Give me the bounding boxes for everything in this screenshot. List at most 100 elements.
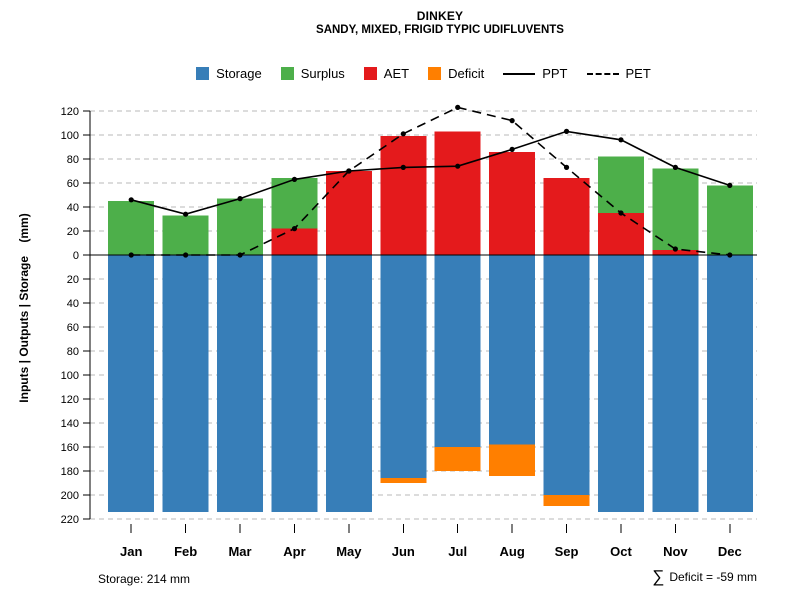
y-tick-label: 20 xyxy=(67,274,79,286)
y-tick-label: 60 xyxy=(67,178,79,190)
ppt-point xyxy=(727,182,733,188)
deficit-sum-text: Deficit = -59 mm xyxy=(669,569,757,584)
y-tick-label: 220 xyxy=(61,514,79,526)
pet-point xyxy=(672,246,678,252)
pet-point xyxy=(128,252,134,258)
ppt-point xyxy=(672,164,678,170)
legend-item-storage: Storage xyxy=(196,66,262,81)
x-tick-label: Apr xyxy=(283,544,305,559)
storage-note: Storage: 214 mm xyxy=(98,572,191,586)
x-tick-label: Oct xyxy=(610,544,632,559)
x-tick-label: Jan xyxy=(120,544,142,559)
x-tick-label: Aug xyxy=(499,544,524,559)
bar-deficit xyxy=(489,444,536,476)
bar-aet xyxy=(543,178,590,255)
bar-surplus xyxy=(597,156,644,213)
ppt-point xyxy=(618,137,624,143)
bar-aet xyxy=(380,136,427,255)
legend-item-ppt: PPT xyxy=(503,66,568,81)
bar-surplus xyxy=(162,215,209,255)
bar-aet xyxy=(325,171,372,255)
ppt-point xyxy=(183,211,189,217)
x-tick-label: Feb xyxy=(174,544,197,559)
bar-storage xyxy=(706,255,753,512)
bar-storage xyxy=(489,255,536,445)
y-tick-label: 140 xyxy=(61,418,79,430)
ppt-point xyxy=(237,196,243,202)
bar-storage xyxy=(380,255,427,479)
legend-label-pet: PET xyxy=(625,66,651,81)
bar-deficit xyxy=(380,478,427,483)
y-tick-label: 20 xyxy=(67,226,79,238)
bar-storage xyxy=(325,255,372,512)
bar-surplus xyxy=(706,185,753,255)
y-axis-title: Inputs | Outputs | Storage (mm) xyxy=(17,213,31,403)
legend-label-ppt: PPT xyxy=(542,66,568,81)
deficit-sum-note: ∑ Deficit = -59 mm xyxy=(652,568,757,585)
y-tick-label: 160 xyxy=(61,442,79,454)
bar-storage xyxy=(652,255,699,512)
bar-aet xyxy=(489,151,536,255)
legend-label-deficit: Deficit xyxy=(448,66,485,81)
y-tick-label: 200 xyxy=(61,490,79,502)
bar-surplus xyxy=(652,168,699,251)
pet-point xyxy=(455,104,461,110)
ppt-point xyxy=(455,163,461,169)
ppt-point xyxy=(509,146,515,152)
legend-item-pet: PET xyxy=(586,66,651,81)
x-tick-label: Mar xyxy=(228,544,251,559)
pet-point xyxy=(237,252,243,258)
chart-legend: Storage Surplus AET Deficit PPT PET xyxy=(90,66,757,81)
x-tick-label: Jun xyxy=(392,544,415,559)
ppt-line xyxy=(131,130,731,216)
bar-storage xyxy=(597,255,644,512)
chart-subtitle: SANDY, MIXED, FRIGID TYPIC UDIFLUVENTS xyxy=(316,24,564,36)
bar-storage xyxy=(543,255,590,495)
y-tick-label: 180 xyxy=(61,466,79,478)
x-tick-label: Nov xyxy=(663,544,688,559)
bar-surplus xyxy=(108,201,155,255)
legend-item-aet: AET xyxy=(363,66,410,81)
y-tick-label: 40 xyxy=(67,298,79,310)
aet-swatch-icon xyxy=(363,67,377,80)
deficit-swatch-icon xyxy=(428,67,442,80)
bar-storage xyxy=(108,255,155,512)
pet-point xyxy=(563,164,570,170)
legend-label-aet: AET xyxy=(383,66,410,81)
x-tick-label: Sep xyxy=(555,544,579,559)
y-tick-label: 120 xyxy=(61,106,79,118)
sigma-icon: ∑ xyxy=(652,567,665,586)
bar-deficit xyxy=(434,447,481,471)
bar-storage xyxy=(217,255,264,512)
ppt-point xyxy=(563,128,570,134)
pet-point xyxy=(183,252,189,258)
legend-label-storage: Storage xyxy=(216,66,262,81)
pet-point xyxy=(291,226,298,232)
pet-point xyxy=(727,252,733,258)
bar-aet xyxy=(434,131,481,255)
y-tick-label: 100 xyxy=(61,370,79,382)
bar-storage xyxy=(271,255,318,512)
bar-aet xyxy=(597,213,644,255)
pet-point xyxy=(400,131,406,137)
surplus-swatch-icon xyxy=(280,67,294,80)
pet-point xyxy=(509,118,515,124)
bar-storage xyxy=(162,255,209,512)
ppt-point xyxy=(346,168,352,174)
chart-title: DINKEY xyxy=(416,9,464,23)
bar-surplus xyxy=(271,178,318,229)
legend-item-surplus: Surplus xyxy=(280,66,345,81)
y-tick-label: 0 xyxy=(73,250,79,262)
bar-deficit xyxy=(543,495,590,506)
storage-swatch-icon xyxy=(196,67,210,80)
bar-surplus xyxy=(217,198,264,255)
y-tick-label: 100 xyxy=(61,130,79,142)
bar-aet xyxy=(652,250,699,255)
legend-item-deficit: Deficit xyxy=(428,66,484,81)
legend-label-surplus: Surplus xyxy=(300,66,345,81)
y-tick-label: 120 xyxy=(61,394,79,406)
y-tick-label: 40 xyxy=(67,202,79,214)
x-tick-label: Dec xyxy=(718,544,742,559)
y-tick-label: 80 xyxy=(67,346,79,358)
